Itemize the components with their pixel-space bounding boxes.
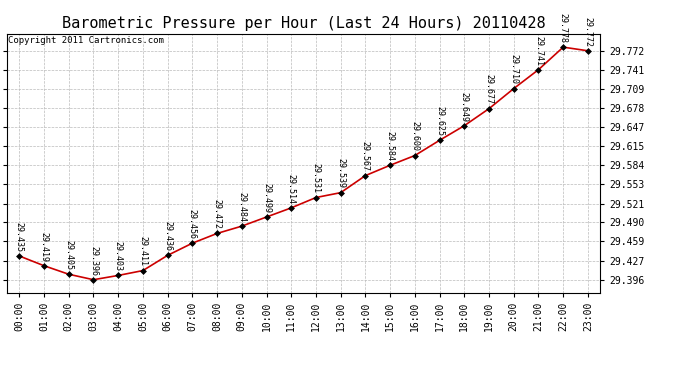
Text: 29.710: 29.710 (509, 54, 518, 84)
Text: 29.435: 29.435 (14, 222, 23, 252)
Text: 29.600: 29.600 (411, 122, 420, 152)
Text: 29.741: 29.741 (534, 36, 543, 66)
Text: 29.531: 29.531 (311, 164, 320, 194)
Text: 29.436: 29.436 (163, 221, 172, 251)
Text: 29.649: 29.649 (460, 92, 469, 122)
Text: 29.677: 29.677 (484, 75, 493, 105)
Text: 29.403: 29.403 (114, 241, 123, 271)
Text: 29.567: 29.567 (361, 141, 370, 171)
Text: 29.499: 29.499 (262, 183, 271, 213)
Text: 29.539: 29.539 (336, 159, 345, 189)
Text: 29.514: 29.514 (287, 174, 296, 204)
Text: 29.456: 29.456 (188, 209, 197, 239)
Text: 29.778: 29.778 (559, 13, 568, 43)
Text: Copyright 2011 Cartronics.com: Copyright 2011 Cartronics.com (8, 36, 164, 45)
Text: 29.419: 29.419 (39, 231, 48, 261)
Text: 29.472: 29.472 (213, 199, 221, 229)
Text: 29.396: 29.396 (89, 246, 98, 276)
Text: 29.484: 29.484 (237, 192, 246, 222)
Text: 29.584: 29.584 (386, 131, 395, 161)
Text: 29.625: 29.625 (435, 106, 444, 136)
Title: Barometric Pressure per Hour (Last 24 Hours) 20110428: Barometric Pressure per Hour (Last 24 Ho… (62, 16, 545, 31)
Text: 29.772: 29.772 (584, 16, 593, 46)
Text: 29.411: 29.411 (139, 236, 148, 266)
Text: 29.405: 29.405 (64, 240, 73, 270)
